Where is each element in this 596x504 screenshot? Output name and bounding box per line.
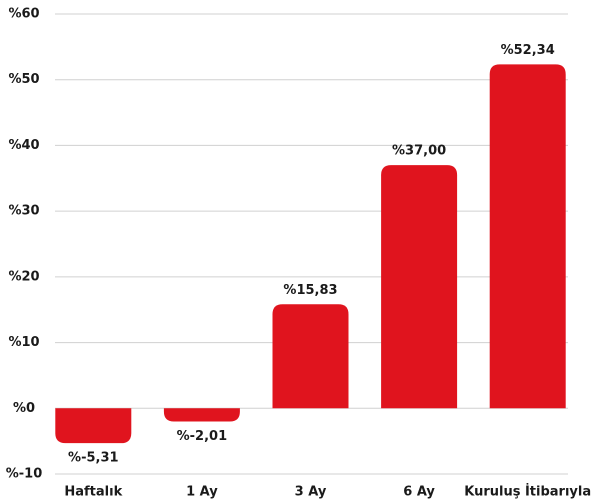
y-tick-label: %40 xyxy=(8,138,39,153)
bar xyxy=(381,165,458,409)
x-tick-label: Haftalık xyxy=(64,485,122,500)
bar xyxy=(163,408,240,422)
value-label: %52,34 xyxy=(501,43,555,58)
x-tick-label: 3 Ay xyxy=(295,485,327,500)
bar xyxy=(55,408,132,444)
y-tick-label: %10 xyxy=(8,335,39,350)
y-tick-label: %50 xyxy=(8,72,39,87)
bar xyxy=(272,304,349,409)
y-tick-label: %30 xyxy=(8,204,39,219)
x-tick-label: 1 Ay xyxy=(186,485,218,500)
y-tick-label: %0 xyxy=(13,401,35,416)
x-tick-label: Kuruluş İtibarıyla xyxy=(464,484,591,500)
value-label: %-2,01 xyxy=(177,429,228,444)
y-tick-label: %20 xyxy=(8,269,39,284)
value-label: %-5,31 xyxy=(68,451,119,466)
bar xyxy=(489,64,566,409)
value-label: %15,83 xyxy=(283,283,337,298)
y-tick-label: %-10 xyxy=(6,467,43,482)
value-label: %37,00 xyxy=(392,144,446,159)
y-tick-label: %60 xyxy=(8,7,39,22)
x-tick-label: 6 Ay xyxy=(403,485,435,500)
